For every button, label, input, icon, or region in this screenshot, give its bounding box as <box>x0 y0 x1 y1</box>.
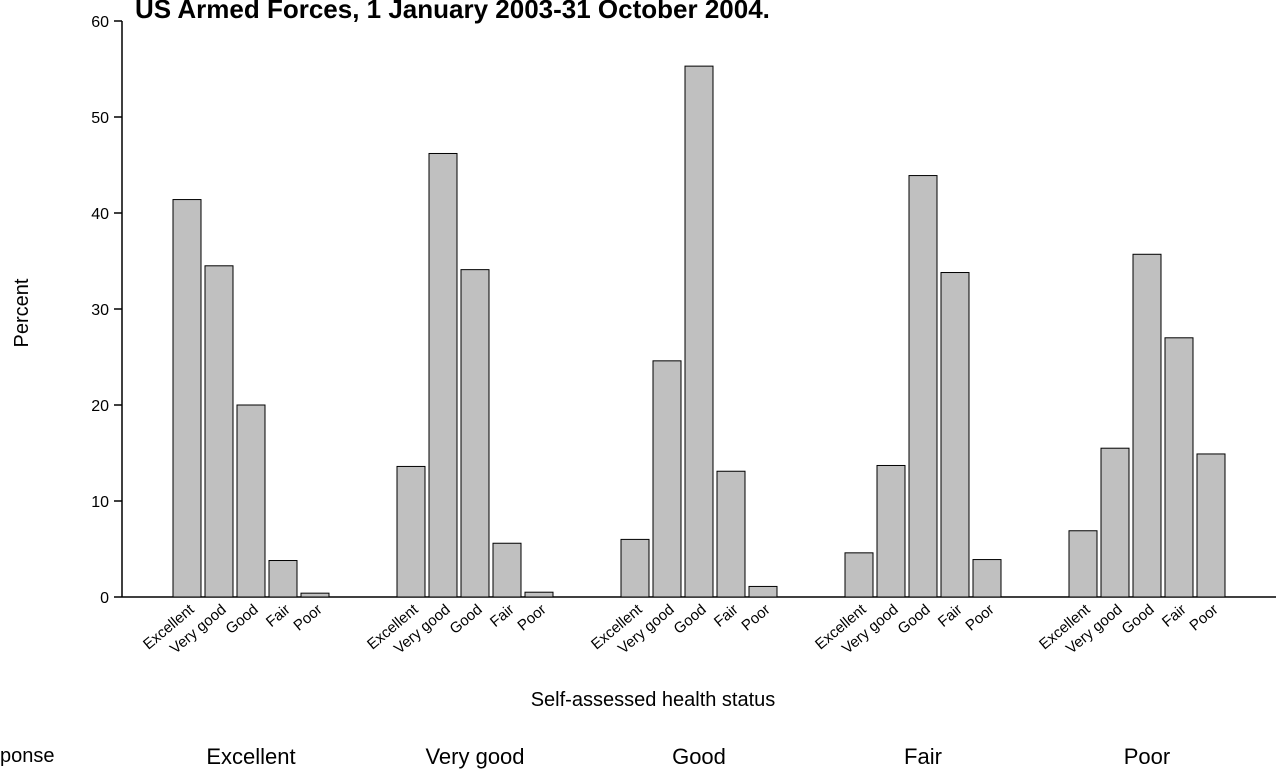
bar <box>1068 530 1098 598</box>
bar <box>620 538 650 598</box>
bar <box>428 152 458 598</box>
bar <box>1100 447 1130 598</box>
group-labels: Excellent Very good Good Fair Poor <box>206 744 1170 769</box>
bar <box>684 65 714 598</box>
bar <box>236 404 266 598</box>
x-tick-label: Poor <box>738 601 773 634</box>
x-tick-label: Good <box>895 601 934 638</box>
bar <box>204 265 234 598</box>
y-tick-label: 10 <box>91 494 109 511</box>
row-label: ponse <box>0 745 55 767</box>
bar <box>172 199 202 598</box>
bar <box>972 559 1002 598</box>
group-label: Fair <box>904 744 942 769</box>
x-tick-label: Fair <box>487 601 518 631</box>
x-tick-label: Good <box>447 601 486 638</box>
bar <box>396 465 426 598</box>
bar <box>876 464 906 598</box>
y-axis-label: Percent <box>11 278 33 347</box>
bar <box>524 591 554 598</box>
bar <box>1196 453 1226 598</box>
bar <box>268 560 298 598</box>
x-tick-label: Fair <box>1159 601 1190 631</box>
y-tick-label: 30 <box>91 302 109 319</box>
bar <box>844 552 874 598</box>
x-tick-label: Fair <box>711 601 742 631</box>
bar <box>716 470 746 598</box>
y-tick-label: 40 <box>91 206 109 223</box>
x-tick-label: Poor <box>514 601 549 634</box>
x-tick-label: Fair <box>935 601 966 631</box>
x-axis-label: Self-assessed health status <box>531 689 776 711</box>
x-tick-label: Poor <box>962 601 997 634</box>
bar <box>908 175 938 598</box>
y-tick-label: 0 <box>100 590 109 607</box>
x-tick-label: Good <box>1119 601 1158 638</box>
x-tick-label: Poor <box>290 601 325 634</box>
x-tick-label: Good <box>223 601 262 638</box>
bar <box>460 269 490 598</box>
bar <box>492 542 522 598</box>
group-label: Very good <box>425 744 524 769</box>
bars <box>172 65 1226 598</box>
bar <box>940 272 970 598</box>
bar <box>300 592 330 598</box>
bar <box>748 585 778 598</box>
group-label: Good <box>672 744 726 769</box>
y-axis: 0 10 20 30 40 50 60 <box>91 14 123 607</box>
y-tick-label: 50 <box>91 110 109 127</box>
bar <box>1164 337 1194 598</box>
x-tick-label: Poor <box>1186 601 1221 634</box>
chart-title: US Armed Forces, 1 January 2003-31 Octob… <box>135 0 770 24</box>
x-tick-label: Fair <box>263 601 294 631</box>
y-tick-label: 20 <box>91 398 109 415</box>
group-label: Poor <box>1124 744 1170 769</box>
group-label: Excellent <box>206 744 295 769</box>
x-tick-label: Good <box>671 601 710 638</box>
bar <box>1132 253 1162 598</box>
bar <box>652 360 682 598</box>
y-tick-label: 60 <box>91 14 109 31</box>
